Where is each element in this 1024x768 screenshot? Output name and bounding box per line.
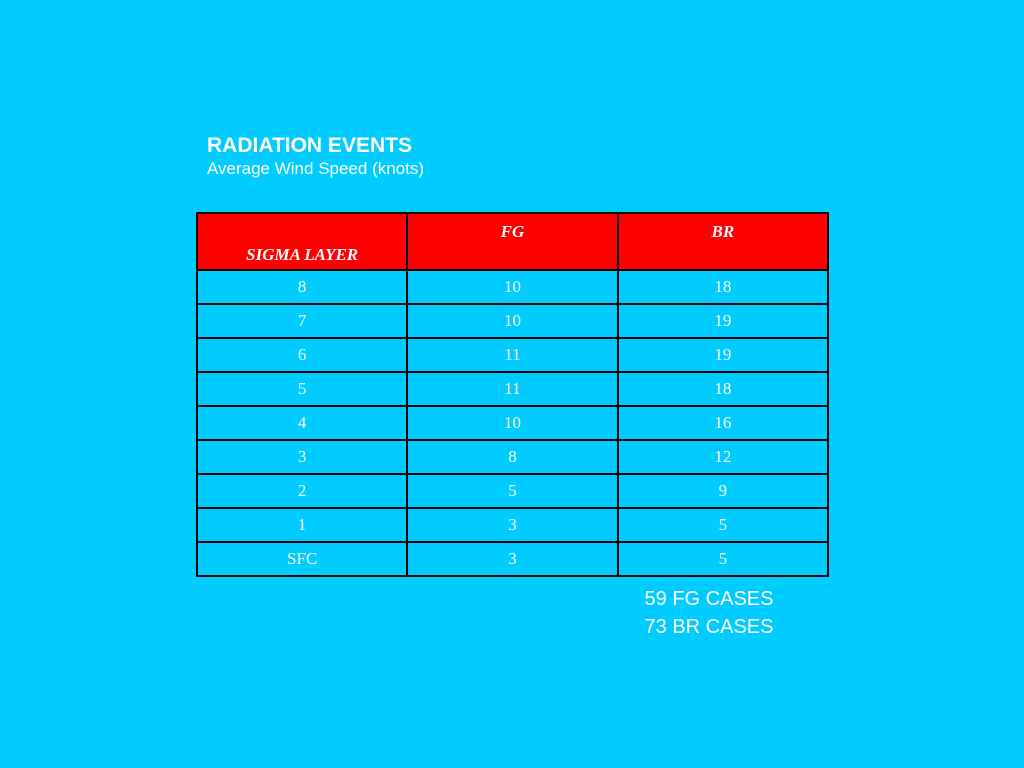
- fg-cell: 5: [406, 473, 619, 509]
- column-header-fg: FG: [406, 212, 619, 271]
- column-header-sigma-layer: SIGMA LAYER: [195, 212, 409, 271]
- br-cases-note: 73 BR CASES: [644, 616, 774, 638]
- br-cell: 18: [616, 371, 830, 407]
- fg-cell: 11: [406, 371, 619, 407]
- title-block: RADIATION EVENTS Average Wind Speed (kno…: [207, 133, 424, 180]
- fg-cell: 10: [406, 405, 619, 441]
- table-header-row: SIGMA LAYER FG BR: [195, 212, 830, 271]
- table-row: 3 8 12: [195, 439, 830, 475]
- fg-cases-note: 59 FG CASES: [644, 588, 774, 610]
- sigma-layer-cell: SFC: [195, 541, 409, 577]
- table-row: 5 11 18: [195, 371, 830, 407]
- sigma-layer-cell: 7: [195, 303, 409, 339]
- br-cell: 18: [616, 269, 830, 305]
- sigma-layer-cell: 1: [195, 507, 409, 543]
- sigma-layer-cell: 3: [195, 439, 409, 475]
- table-row: 6 11 19: [195, 337, 830, 373]
- br-cell: 12: [616, 439, 830, 475]
- fg-cell: 11: [406, 337, 619, 373]
- sigma-layer-cell: 6: [195, 337, 409, 373]
- fg-cell: 3: [406, 507, 619, 543]
- page-subtitle: Average Wind Speed (knots): [207, 159, 425, 178]
- br-cell: 19: [616, 337, 830, 373]
- sigma-layer-cell: 2: [195, 473, 409, 509]
- br-cell: 5: [616, 507, 830, 543]
- sigma-layer-cell: 8: [195, 269, 409, 305]
- br-cell: 9: [616, 473, 830, 509]
- table-row: SFC 3 5: [195, 541, 830, 577]
- fg-cell: 10: [406, 303, 619, 339]
- column-header-br: BR: [616, 212, 830, 271]
- sigma-layer-cell: 5: [195, 371, 409, 407]
- table-row: 1 3 5: [195, 507, 830, 543]
- wind-speed-table: SIGMA LAYER FG BR 8 10 18 7 10 19 6 11 1…: [195, 212, 830, 577]
- table-row: 2 5 9: [195, 473, 830, 509]
- page-title: RADIATION EVENTS: [207, 134, 412, 157]
- table-row: 8 10 18: [195, 269, 830, 305]
- table-row: 4 10 16: [195, 405, 830, 441]
- case-counts: 59 FG CASES 73 BR CASES: [619, 585, 799, 641]
- fg-cell: 3: [406, 541, 619, 577]
- br-cell: 19: [616, 303, 830, 339]
- fg-cell: 8: [406, 439, 619, 475]
- table-row: 7 10 19: [195, 303, 830, 339]
- br-cell: 5: [616, 541, 830, 577]
- fg-cell: 10: [406, 269, 619, 305]
- br-cell: 16: [616, 405, 830, 441]
- sigma-layer-cell: 4: [195, 405, 409, 441]
